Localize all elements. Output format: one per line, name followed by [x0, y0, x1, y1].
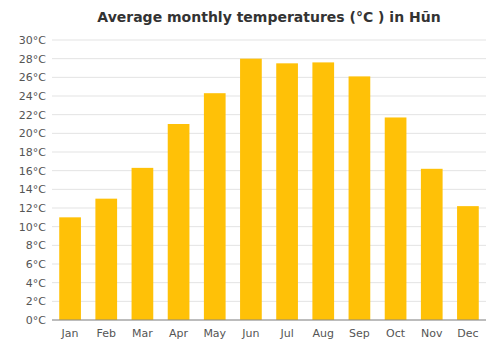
bar — [349, 76, 371, 320]
x-tick-label: Aug — [313, 327, 334, 340]
y-tick-label: 30°C — [19, 34, 46, 47]
bar — [240, 59, 262, 320]
y-tick-label: 14°C — [19, 183, 46, 196]
y-tick-label: 28°C — [19, 53, 46, 66]
x-axis: Jan Feb Mar Apr May Jun Jul Aug Sep Oct Nov Dec — [52, 320, 486, 340]
y-tick-label: 0°C — [26, 314, 46, 327]
x-tick-label: Jul — [279, 327, 293, 340]
x-tick-label: Apr — [169, 327, 189, 340]
bar — [132, 168, 154, 320]
y-tick-label: 6°C — [26, 258, 46, 271]
y-tick-label: 20°C — [19, 127, 46, 140]
bar — [59, 217, 81, 320]
bar — [421, 169, 443, 320]
x-tick-label: Mar — [132, 327, 153, 340]
bar — [168, 124, 190, 320]
x-tick-label: Oct — [386, 327, 406, 340]
bar — [276, 63, 298, 320]
grid-line — [52, 320, 486, 321]
bar — [204, 93, 226, 320]
bar — [312, 62, 334, 320]
y-axis: 0°C 2°C 4°C 6°C 8°C 10°C 12°C 14°C 16°C 18°C 20°C 2… — [19, 34, 46, 327]
y-tick-label: 10°C — [19, 221, 46, 234]
y-tick-label: 24°C — [19, 90, 46, 103]
grid-line — [52, 58, 486, 59]
y-tick-label: 18°C — [19, 146, 46, 159]
bar — [95, 199, 117, 320]
x-tick-label: Jan — [61, 327, 79, 340]
y-tick-label: 12°C — [19, 202, 46, 215]
bar — [457, 206, 479, 320]
x-tick-label: Sep — [349, 327, 370, 340]
grid — [52, 40, 486, 320]
grid-line — [52, 133, 486, 134]
y-tick-label: 8°C — [26, 239, 46, 252]
x-tick-label: May — [203, 327, 226, 340]
x-tick-label: Nov — [421, 327, 443, 340]
x-tick-label: Jun — [241, 327, 259, 340]
y-tick-label: 4°C — [26, 277, 46, 290]
bars — [59, 59, 479, 320]
bar — [385, 117, 407, 320]
grid-line — [52, 77, 486, 78]
grid-line — [52, 152, 486, 153]
grid-line — [52, 96, 486, 97]
grid-line — [52, 114, 486, 115]
y-tick-label: 22°C — [19, 109, 46, 122]
chart: Average monthly temperatures (°C ) in Hū… — [0, 0, 500, 350]
x-tick-label: Dec — [457, 327, 478, 340]
grid-line — [52, 40, 486, 41]
y-tick-label: 2°C — [26, 295, 46, 308]
x-tick-label: Feb — [97, 327, 116, 340]
y-tick-label: 26°C — [19, 71, 46, 84]
title: Average monthly temperatures (°C ) in Hū… — [97, 9, 440, 25]
y-tick-label: 16°C — [19, 165, 46, 178]
x-axis-line — [52, 320, 486, 321]
